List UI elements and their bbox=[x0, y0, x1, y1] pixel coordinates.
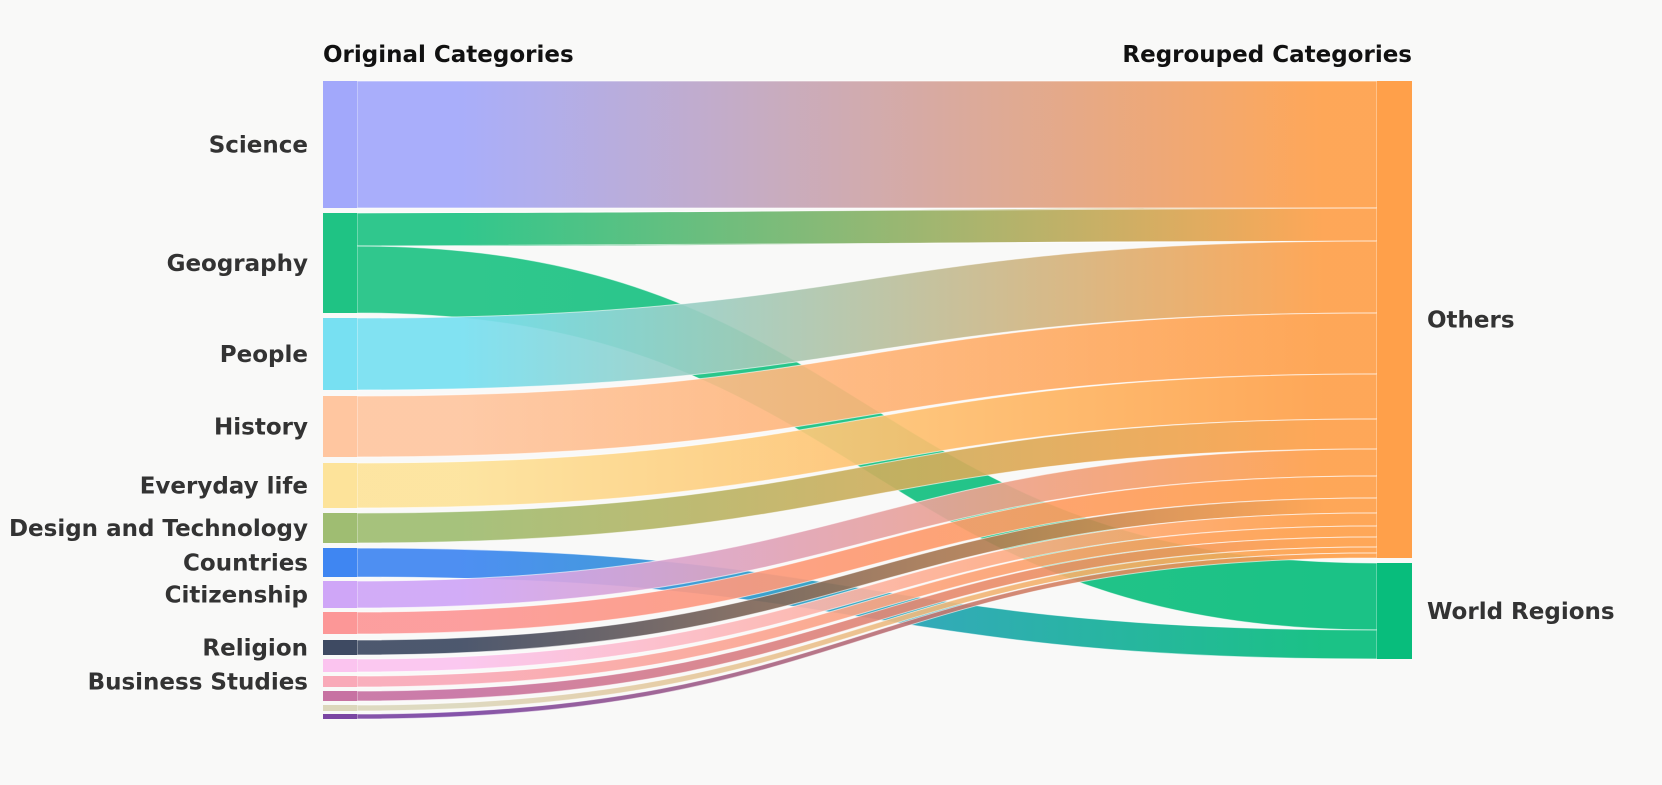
source-node-design-and-technology bbox=[323, 513, 357, 543]
left-header: Original Categories bbox=[323, 42, 574, 68]
source-node-history bbox=[323, 396, 357, 457]
source-node-everyday-life bbox=[323, 463, 357, 508]
source-label-history: History bbox=[214, 415, 308, 441]
source-label-geography: Geography bbox=[167, 251, 308, 277]
source-node-countries bbox=[323, 548, 357, 577]
source-label-people: People bbox=[220, 342, 308, 368]
target-node-world-regions bbox=[1377, 563, 1412, 659]
link-geography-to-others bbox=[356, 207, 1378, 247]
source-node-unlabeled-14 bbox=[323, 705, 357, 711]
link-science-to-others bbox=[356, 80, 1378, 209]
source-node-citizenship bbox=[323, 581, 357, 608]
right-header: Regrouped Categories bbox=[1122, 42, 1412, 68]
target-label-world-regions: World Regions bbox=[1427, 599, 1615, 625]
source-label-science: Science bbox=[209, 133, 308, 159]
target-label-others: Others bbox=[1427, 308, 1515, 334]
source-node-science bbox=[323, 81, 357, 208]
source-label-business-studies: Business Studies bbox=[88, 670, 308, 696]
source-label-citizenship: Citizenship bbox=[165, 583, 308, 609]
source-node-unlabeled-15 bbox=[323, 714, 357, 719]
source-node-geography bbox=[323, 213, 357, 313]
source-label-countries: Countries bbox=[183, 551, 308, 577]
source-label-everyday-life: Everyday life bbox=[140, 474, 308, 500]
source-node-business-studies bbox=[323, 676, 357, 687]
source-node-unlabeled-11 bbox=[323, 659, 357, 672]
labels-layer: Science Geography People History Everyday li… bbox=[9, 133, 1615, 696]
source-node-people bbox=[323, 318, 357, 390]
source-label-design-and-technology: Design and Technology bbox=[9, 516, 308, 542]
source-node-religion bbox=[323, 640, 357, 655]
source-node-unlabeled-13 bbox=[323, 691, 357, 701]
source-node-unlabeled-9 bbox=[323, 612, 357, 634]
source-label-religion: Religion bbox=[202, 636, 308, 662]
links-layer bbox=[356, 80, 1378, 720]
target-node-others bbox=[1377, 81, 1412, 558]
nodes-layer bbox=[323, 81, 1412, 719]
